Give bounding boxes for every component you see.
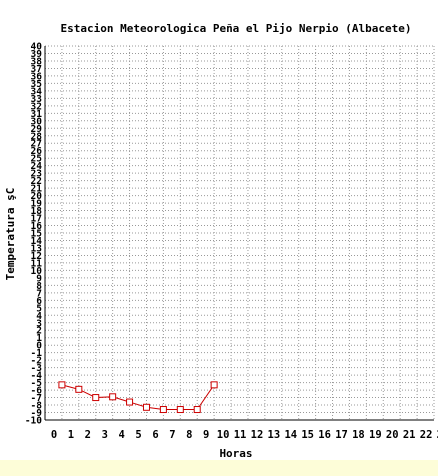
data-point <box>193 406 201 414</box>
y-tick-label: -1 <box>31 348 43 359</box>
x-tick-label: 13 <box>268 429 281 441</box>
y-tick-label: -8 <box>31 401 43 412</box>
y-tick-label: 9 <box>36 273 42 284</box>
data-point <box>75 385 83 393</box>
x-tick-label: 9 <box>203 429 209 441</box>
x-tick-label: 2 <box>85 429 91 441</box>
y-tick-label: 37 <box>31 64 42 75</box>
y-tick-label: 23 <box>31 169 43 180</box>
x-tick-label: 19 <box>369 429 382 441</box>
y-tick-label: 8 <box>36 281 42 292</box>
y-tick-label: 25 <box>31 154 43 165</box>
y-tick-label: 1 <box>36 333 42 344</box>
y-tick-label: 40 <box>31 42 43 53</box>
x-tick-label: 1 <box>68 429 74 441</box>
y-tick-label: 16 <box>31 221 43 232</box>
x-tick-label: 3 <box>102 429 108 441</box>
y-tick-label: 19 <box>31 199 43 210</box>
chart: Estacion Meteorologica Peña el Pijo Nerp… <box>0 0 438 460</box>
x-tick-label: 5 <box>135 429 141 441</box>
series-line <box>61 384 215 411</box>
y-tick-label: 10 <box>31 266 43 277</box>
x-tick-label: 0 <box>51 429 57 441</box>
y-tick-label: 2 <box>36 326 42 337</box>
data-point <box>159 406 167 414</box>
y-tick-label: 0 <box>36 341 42 352</box>
y-tick-label: 24 <box>31 161 43 172</box>
x-tick-label: 23 <box>437 429 438 441</box>
data-point <box>126 398 134 406</box>
chart-title: Estacion Meteorologica Peña el Pijo Nerp… <box>61 22 412 35</box>
data-point <box>109 393 117 401</box>
y-tick-label: 27 <box>31 139 42 150</box>
x-tick-label: 15 <box>301 429 314 441</box>
x-tick-label: 7 <box>169 429 175 441</box>
series <box>58 381 218 414</box>
y-tick-label: 4 <box>36 311 42 322</box>
y-axis-label: Temperatura şC <box>4 188 17 281</box>
y-tick-label: 35 <box>31 79 43 90</box>
y-tick-label: -5 <box>31 378 43 389</box>
y-tick-label: 36 <box>31 71 43 82</box>
y-tick-label: 39 <box>31 49 43 60</box>
x-tick-label: 22 <box>420 429 433 441</box>
y-tick-label: 34 <box>31 86 43 97</box>
grid <box>45 45 435 420</box>
y-tick-label: 32 <box>31 101 42 112</box>
data-point <box>210 381 218 389</box>
x-tick-label: 14 <box>284 429 297 441</box>
data-point <box>176 406 184 414</box>
x-tick-label: 4 <box>118 429 124 441</box>
x-tick-label: 20 <box>386 429 399 441</box>
y-tick-label: -10 <box>25 416 42 427</box>
y-tick-label: 3 <box>36 318 42 329</box>
data-point <box>58 381 66 389</box>
axes <box>44 46 434 421</box>
y-tick-label: 30 <box>31 116 43 127</box>
x-tick-label: 12 <box>251 429 264 441</box>
data-point <box>142 403 150 411</box>
y-tick-label: -6 <box>31 386 43 397</box>
y-tick-label: 15 <box>31 229 43 240</box>
y-tick-label: 29 <box>31 124 43 135</box>
y-tick-label: 20 <box>31 191 43 202</box>
y-tick-label: 12 <box>31 251 42 262</box>
y-tick-label: 21 <box>31 184 43 195</box>
y-tick-label: 33 <box>31 94 43 105</box>
y-tick-label: 6 <box>36 296 42 307</box>
y-tick-label: 18 <box>31 206 43 217</box>
y-tick-label: 28 <box>31 131 43 142</box>
y-tick-label: 7 <box>36 288 42 299</box>
x-tick-label: 16 <box>318 429 331 441</box>
x-tick-label: 10 <box>217 429 230 441</box>
y-tick-label: 17 <box>31 214 42 225</box>
y-tick-label: 5 <box>36 303 42 314</box>
x-tick-label: 6 <box>152 429 158 441</box>
x-tick-label: 8 <box>186 429 192 441</box>
y-tick-label: -7 <box>31 393 42 404</box>
y-tick-label: 22 <box>31 176 42 187</box>
y-tick-label: 11 <box>31 258 43 269</box>
x-tick-label: 17 <box>335 429 348 441</box>
x-tick-label: 11 <box>234 429 247 441</box>
y-tick-label: 26 <box>31 146 43 157</box>
y-tick-label: 13 <box>31 243 43 254</box>
y-tick-label: -4 <box>31 371 43 382</box>
y-axis-ticks: -10-9-8-7-6-5-4-3-2-10123456789101112131… <box>25 42 42 427</box>
data-point <box>92 394 100 402</box>
line-chart: Estacion Meteorologica Peña el Pijo Nerp… <box>4 22 438 460</box>
y-tick-label: -9 <box>31 408 43 419</box>
x-tick-label: 18 <box>352 429 365 441</box>
y-tick-label: 14 <box>31 236 43 247</box>
y-tick-label: -2 <box>31 356 42 367</box>
y-tick-label: 31 <box>31 109 43 120</box>
x-axis-label: Horas <box>219 447 252 460</box>
y-tick-label: -3 <box>31 363 43 374</box>
x-tick-label: 21 <box>403 429 416 441</box>
y-tick-label: 38 <box>31 56 43 67</box>
